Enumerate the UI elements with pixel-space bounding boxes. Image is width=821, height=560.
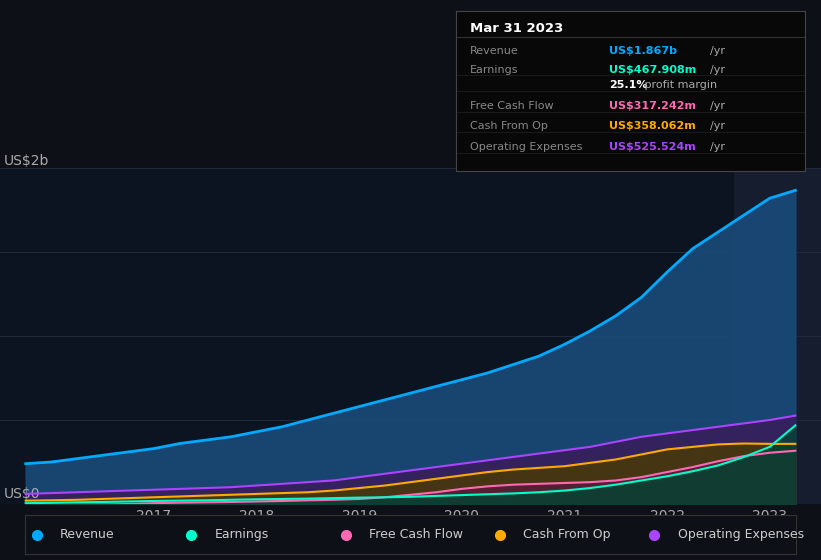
Bar [734, 168, 821, 504]
Text: US$467.908m: US$467.908m [609, 66, 696, 76]
Text: Operating Expenses: Operating Expenses [677, 528, 804, 542]
Text: Earnings: Earnings [470, 66, 518, 76]
Text: US$317.242m: US$317.242m [609, 101, 696, 110]
Text: Operating Expenses: Operating Expenses [470, 142, 582, 152]
Text: US$1.867b: US$1.867b [609, 46, 677, 57]
Text: Revenue: Revenue [60, 528, 115, 542]
Text: /yr: /yr [710, 142, 726, 152]
Text: profit margin: profit margin [640, 80, 717, 90]
Text: /yr: /yr [710, 46, 726, 57]
Text: Revenue: Revenue [470, 46, 518, 57]
Text: US$525.524m: US$525.524m [609, 142, 696, 152]
Text: US$2b: US$2b [4, 154, 49, 168]
Text: Mar 31 2023: Mar 31 2023 [470, 22, 563, 35]
Text: Earnings: Earnings [214, 528, 268, 542]
Text: /yr: /yr [710, 66, 726, 76]
Text: US$0: US$0 [4, 487, 40, 501]
Text: /yr: /yr [710, 122, 726, 132]
Text: Free Cash Flow: Free Cash Flow [470, 101, 553, 110]
Text: Cash From Op: Cash From Op [470, 122, 548, 132]
Text: US$358.062m: US$358.062m [609, 122, 696, 132]
Text: 25.1%: 25.1% [609, 80, 648, 90]
Text: /yr: /yr [710, 101, 726, 110]
Text: Cash From Op: Cash From Op [523, 528, 611, 542]
Text: Free Cash Flow: Free Cash Flow [369, 528, 463, 542]
